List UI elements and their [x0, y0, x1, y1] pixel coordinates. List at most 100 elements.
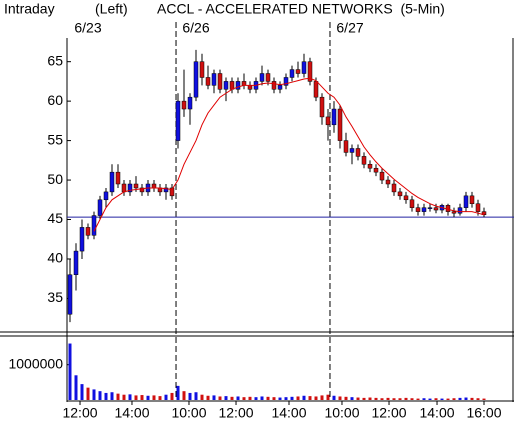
candle-body: [379, 171, 385, 181]
volume-bar: [284, 397, 288, 400]
mode-label: Intraday: [4, 1, 55, 17]
candle-body: [85, 227, 91, 236]
candle-body: [433, 207, 439, 211]
candle-body: [241, 81, 247, 86]
candle-body: [391, 183, 397, 193]
volume-bar: [416, 398, 420, 400]
volume-bar: [200, 394, 204, 400]
y-tick-label: 65: [47, 52, 63, 68]
volume-bar: [458, 397, 462, 400]
candle-body: [229, 81, 235, 90]
volume-bar: [104, 392, 108, 400]
volume-bar: [80, 384, 84, 400]
volume-bar: [428, 398, 432, 400]
candle-body: [289, 69, 295, 78]
volume-bar: [272, 397, 276, 400]
day-label: 6/26: [182, 20, 209, 36]
candle-body: [373, 167, 379, 173]
volume-bar: [260, 396, 264, 400]
x-tick-label: 12:00: [62, 405, 97, 421]
volume-bar: [266, 396, 270, 400]
volume-bar: [440, 398, 444, 400]
candle-body: [217, 73, 223, 90]
candle-body: [325, 116, 331, 126]
volume-bar: [164, 394, 168, 400]
candle-body: [469, 195, 475, 204]
volume-bar: [410, 398, 414, 400]
volume-bar: [368, 397, 372, 400]
candle-body: [79, 227, 85, 252]
volume-bar: [86, 387, 90, 400]
volume-bar: [302, 395, 306, 400]
volume-bar: [374, 397, 378, 400]
volume-bar: [176, 385, 180, 400]
volume-bar: [314, 396, 318, 400]
candle-body: [259, 73, 265, 82]
y-tick-label: 40: [47, 250, 63, 266]
candle-body: [301, 61, 307, 74]
volume-bar: [350, 397, 354, 400]
volume-bar: [110, 392, 114, 400]
candle-body: [127, 183, 133, 193]
volume-bar: [134, 395, 138, 400]
candle-body: [409, 199, 415, 208]
volume-bar: [236, 396, 240, 400]
candle-body: [343, 140, 349, 153]
candle-body: [283, 77, 289, 86]
x-tick-label: 16:00: [466, 405, 501, 421]
volume-bar: [206, 395, 210, 400]
volume-bar: [230, 396, 234, 400]
volume-bar: [188, 392, 192, 400]
volume-bar: [422, 398, 426, 400]
volume-bar: [146, 395, 150, 400]
candle-body: [361, 156, 367, 165]
candle-body: [349, 148, 355, 153]
candle-body: [403, 195, 409, 201]
candle-body: [271, 81, 277, 90]
candle-body: [199, 61, 205, 78]
candle-body: [181, 100, 187, 110]
candle-body: [385, 179, 391, 185]
volume-bar: [398, 398, 402, 400]
candle-body: [115, 171, 121, 185]
volume-bar: [92, 389, 96, 400]
volume-bar: [434, 398, 438, 400]
candle-body: [91, 215, 97, 236]
candle-body: [103, 191, 109, 201]
volume-bar: [344, 396, 348, 400]
candle-body: [169, 187, 175, 197]
day-label: 6/23: [74, 20, 101, 36]
candle-body: [313, 81, 319, 98]
candle-body: [463, 195, 469, 208]
candle-body: [277, 85, 283, 90]
candle-body: [265, 73, 271, 82]
volume-bar: [152, 395, 156, 400]
volume-bar: [122, 394, 126, 400]
candle-body: [235, 81, 241, 90]
candle-body: [97, 199, 103, 216]
candle-body: [121, 183, 127, 193]
candle-body: [175, 100, 181, 141]
candle-body: [421, 207, 427, 212]
candle-body: [73, 250, 79, 276]
x-tick-label: 14:00: [271, 405, 306, 421]
y-tick-label: 50: [47, 171, 63, 187]
candle-body: [247, 85, 253, 90]
x-tick-label: 12:00: [218, 405, 253, 421]
candle-body: [355, 148, 361, 157]
volume-bar: [68, 343, 72, 400]
volume-bar: [452, 398, 456, 400]
volume-bar: [140, 395, 144, 400]
volume-bar: [332, 395, 336, 400]
volume-bar: [74, 375, 78, 400]
volume-bar: [278, 397, 282, 400]
candle-body: [295, 69, 301, 74]
volume-bar: [182, 391, 186, 400]
volume-bar: [194, 392, 198, 400]
volume-bar: [158, 396, 162, 400]
volume-bar: [128, 394, 132, 400]
volume-bar: [296, 396, 300, 400]
y-tick-label: 55: [47, 131, 63, 147]
volume-bar: [362, 397, 366, 400]
